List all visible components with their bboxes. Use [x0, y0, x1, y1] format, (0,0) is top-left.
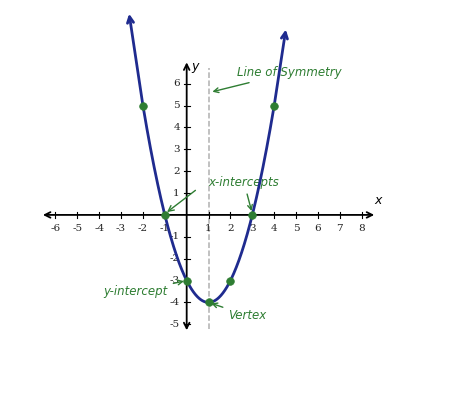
Text: 3: 3 — [249, 224, 255, 233]
Text: x-intercepts: x-intercepts — [209, 175, 279, 210]
Text: -4: -4 — [170, 298, 180, 307]
Text: 7: 7 — [337, 224, 343, 233]
Text: 2: 2 — [173, 166, 180, 175]
Text: -2: -2 — [138, 224, 148, 233]
Text: y: y — [191, 60, 199, 72]
Text: 3: 3 — [173, 145, 180, 154]
Text: -4: -4 — [94, 224, 104, 233]
Text: Vertex: Vertex — [213, 303, 266, 322]
Text: -2: -2 — [170, 254, 180, 263]
Text: y-intercept: y-intercept — [103, 280, 182, 298]
Text: 5: 5 — [173, 101, 180, 110]
Text: -3: -3 — [170, 276, 180, 285]
Text: 8: 8 — [358, 224, 365, 233]
Text: -1: -1 — [160, 224, 170, 233]
Text: 4: 4 — [173, 123, 180, 132]
Text: 1: 1 — [173, 189, 180, 198]
Text: 4: 4 — [271, 224, 277, 233]
Text: 2: 2 — [227, 224, 234, 233]
Text: 6: 6 — [173, 79, 180, 88]
Text: 1: 1 — [205, 224, 212, 233]
Text: 6: 6 — [315, 224, 321, 233]
Text: -5: -5 — [170, 320, 180, 329]
Text: -5: -5 — [72, 224, 82, 233]
Text: 5: 5 — [293, 224, 300, 233]
Text: -3: -3 — [116, 224, 126, 233]
Text: x: x — [374, 194, 382, 207]
Text: Line of Symmetry: Line of Symmetry — [214, 66, 342, 92]
Text: -6: -6 — [50, 224, 61, 233]
Text: -1: -1 — [170, 232, 180, 241]
